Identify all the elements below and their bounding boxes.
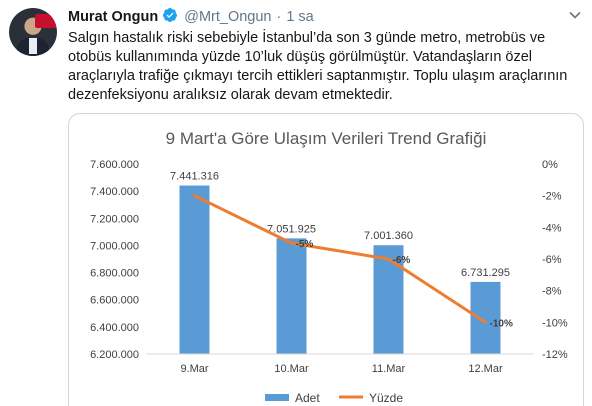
x-axis-tick-label: 12.Mar — [468, 363, 503, 375]
legend-swatch-bar — [265, 394, 289, 401]
line-value-label: -10% — [490, 318, 513, 329]
bar-adet — [470, 281, 501, 354]
line-point — [193, 194, 196, 198]
left-axis-tick-label: 7.000.000 — [90, 240, 139, 252]
left-axis-tick-label: 6.600.000 — [90, 295, 139, 307]
legend-label: Yüzde — [369, 391, 403, 405]
left-axis-tick-label: 6.800.000 — [90, 268, 139, 280]
bar-value-label: 7.051.925 — [267, 223, 316, 235]
right-axis-tick-label: -8% — [542, 286, 562, 298]
right-axis-tick-label: 0% — [542, 159, 558, 171]
chevron-down-icon[interactable] — [568, 8, 582, 22]
right-axis-tick-label: -6% — [542, 254, 562, 266]
line-value-label: -5% — [296, 239, 314, 250]
right-axis-tick-label: -2% — [542, 191, 562, 203]
trend-chart: 9 Mart'a Göre Ulaşım Verileri Trend Graf… — [90, 129, 568, 405]
author-name[interactable]: Murat Ongun — [68, 9, 159, 25]
flag-image — [35, 14, 57, 28]
line-point — [290, 241, 293, 245]
bar-value-label: 7.441.316 — [170, 171, 219, 183]
x-axis-tick-label: 9.Mar — [180, 363, 208, 375]
bar-adet — [179, 185, 210, 354]
line-point — [484, 320, 487, 324]
header-separator: · — [276, 9, 282, 25]
left-axis-tick-label: 6.400.000 — [90, 322, 139, 334]
tweet-media-chart[interactable]: 9 Mart'a Göre Ulaşım Verileri Trend Graf… — [68, 113, 584, 406]
x-axis-tick-label: 11.Mar — [372, 363, 406, 375]
line-value-label: -6% — [393, 255, 411, 266]
tweet-timestamp[interactable]: 1 sa — [286, 9, 314, 25]
chart-title: 9 Mart'a Göre Ulaşım Verileri Trend Graf… — [166, 129, 487, 148]
author-handle[interactable]: @Mrt_Ongun — [184, 9, 272, 25]
right-axis-tick-label: -4% — [542, 222, 562, 234]
legend-label: Adet — [295, 391, 320, 405]
left-axis-tick-label: 7.400.000 — [90, 186, 139, 198]
left-axis-tick-label: 7.200.000 — [90, 213, 139, 225]
right-axis-tick-label: -12% — [542, 349, 568, 361]
tweet-header: Murat Ongun @Mrt_Ongun · 1 sa — [68, 8, 314, 26]
bar-adet — [276, 238, 307, 354]
line-point — [387, 257, 390, 261]
bar-adet — [373, 245, 404, 354]
left-axis-tick-label: 6.200.000 — [90, 349, 139, 361]
avatar-shirt — [29, 38, 37, 54]
bar-value-label: 6.731.295 — [461, 267, 510, 279]
avatar[interactable] — [9, 8, 57, 56]
right-axis-tick-label: -10% — [542, 317, 568, 329]
bar-value-label: 7.001.360 — [364, 230, 413, 242]
tweet-text: Salgın hastalık riski sebebiyle İstanbul… — [68, 30, 568, 103]
x-axis-tick-label: 10.Mar — [274, 363, 309, 375]
line-yüzde — [193, 194, 487, 324]
left-axis-tick-label: 7.600.000 — [90, 159, 139, 171]
verified-badge-icon — [162, 7, 178, 27]
